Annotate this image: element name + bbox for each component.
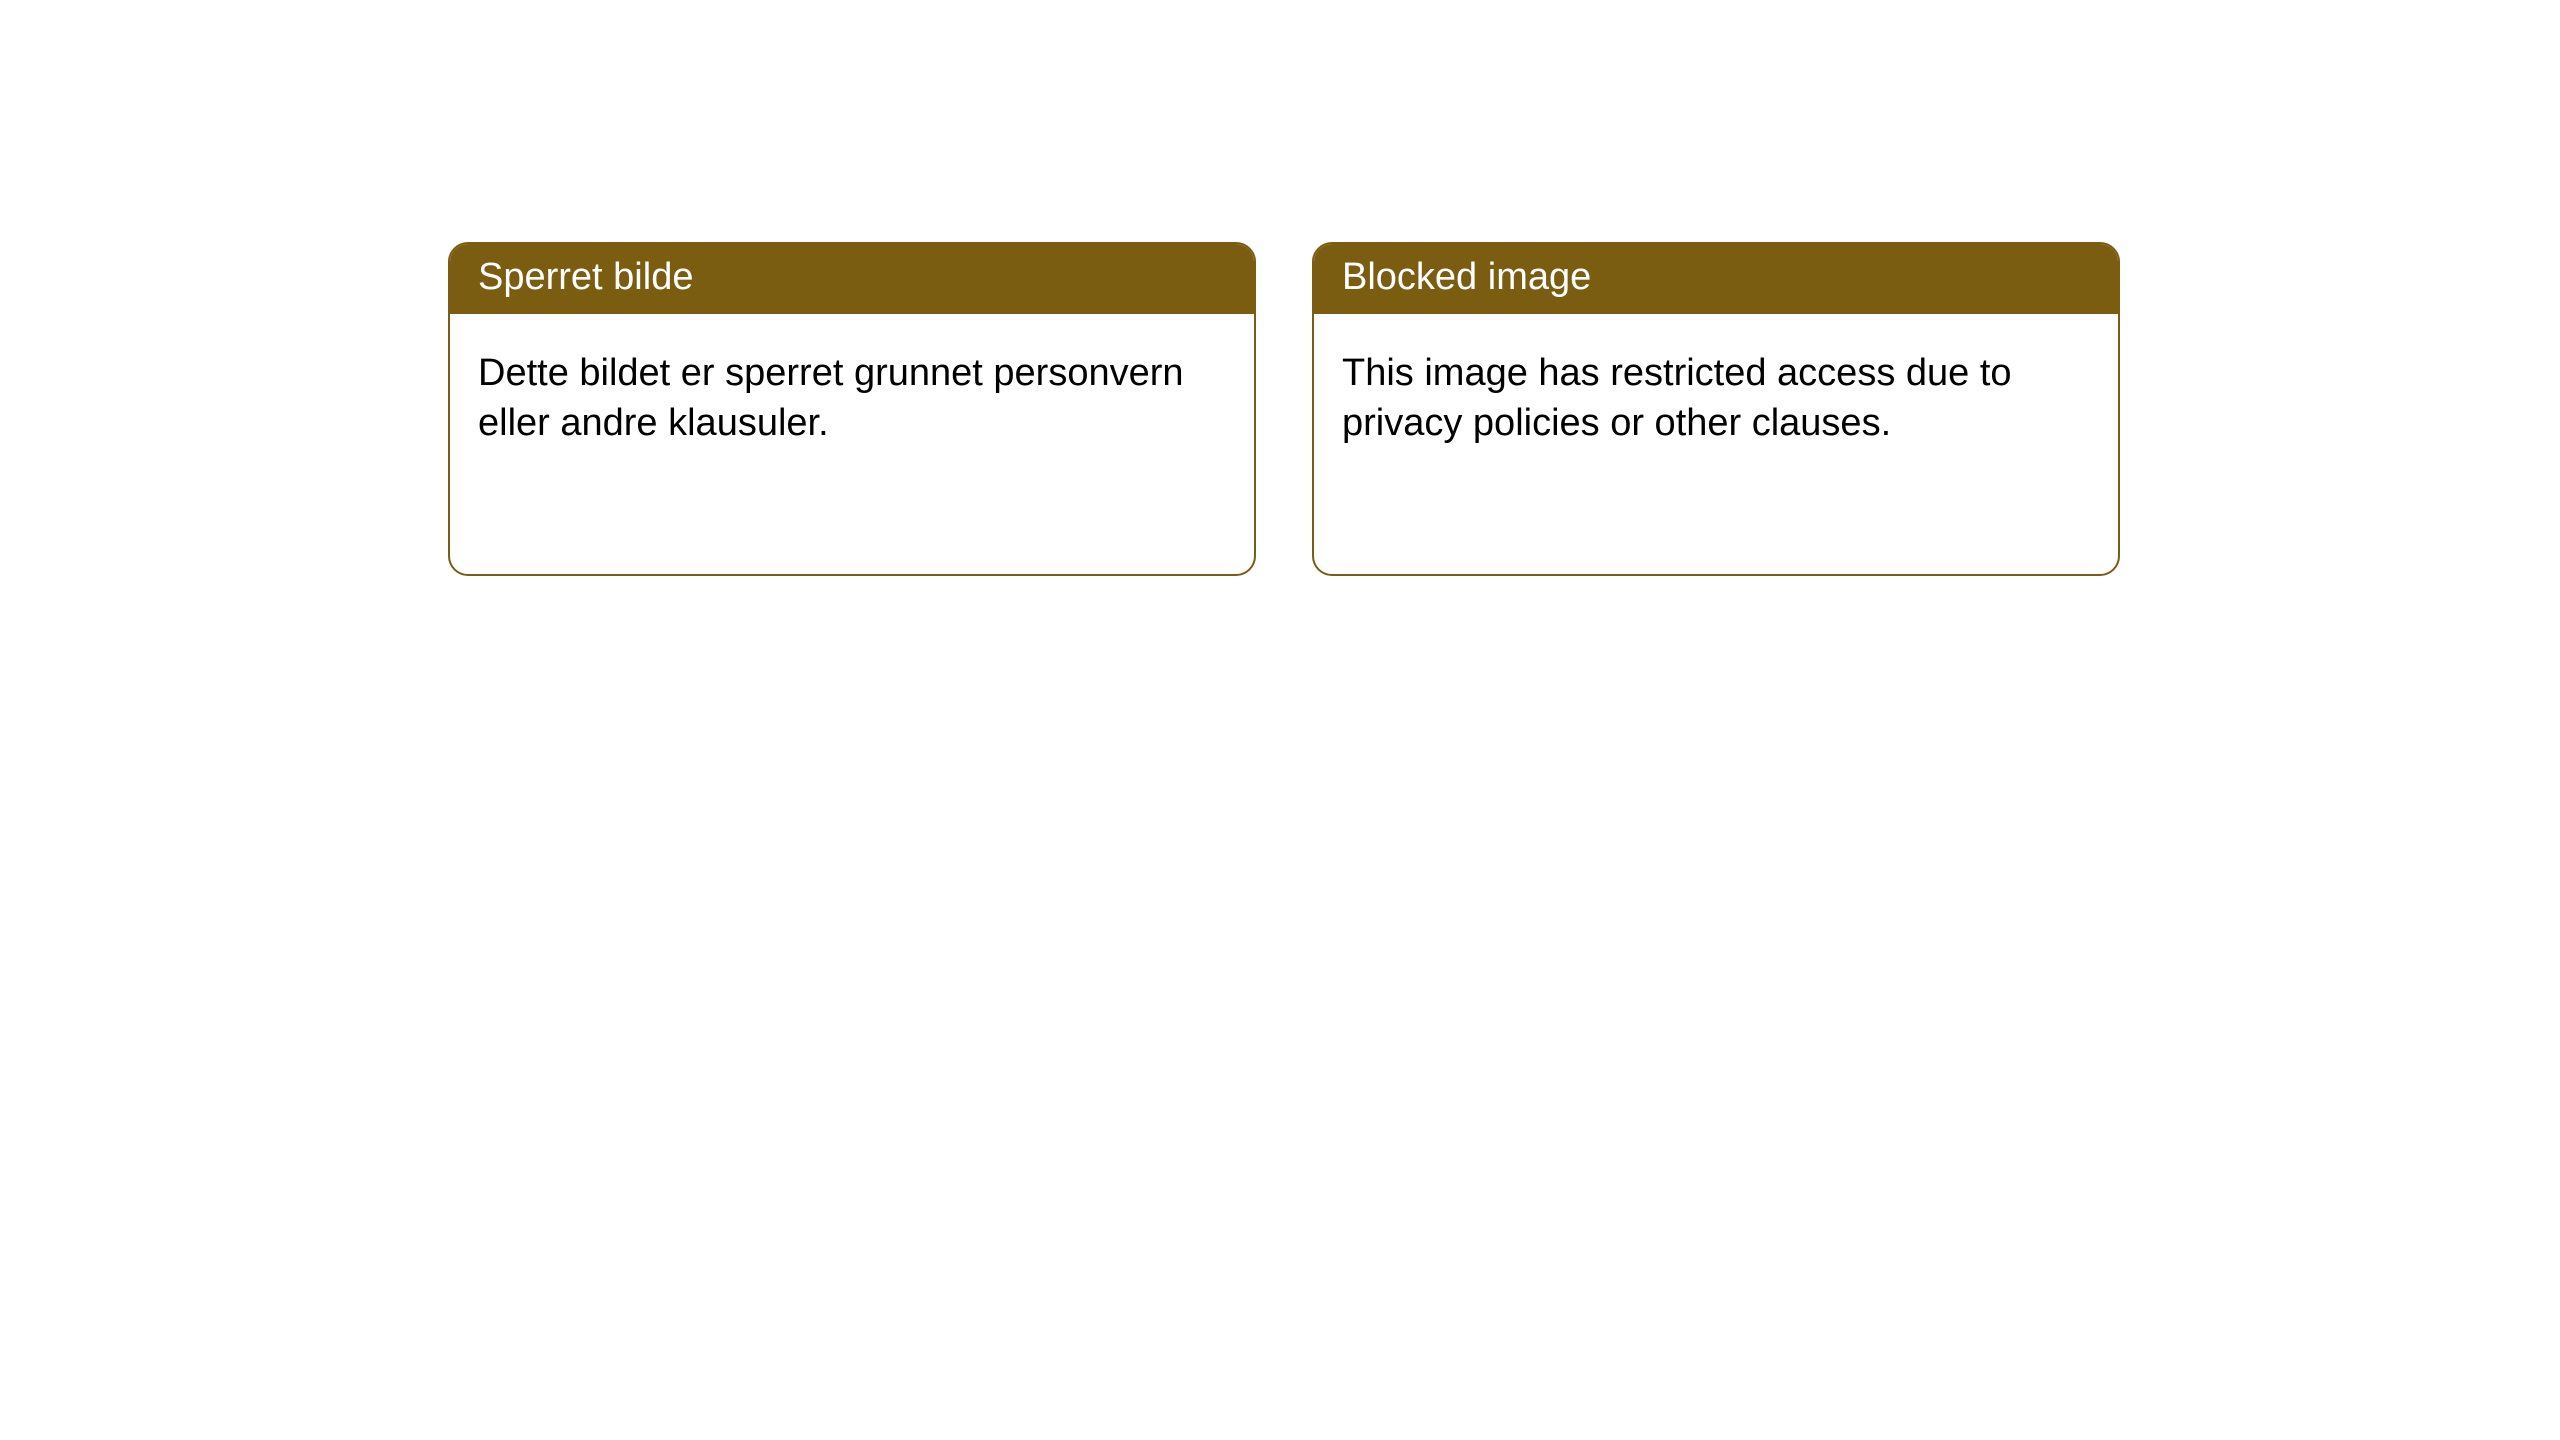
- notice-card-title-en: Blocked image: [1314, 244, 2118, 312]
- notice-card-no: Sperret bilde Dette bildet er sperret gr…: [448, 242, 1256, 576]
- notice-card-en: Blocked image This image has restricted …: [1312, 242, 2120, 576]
- notice-container: Sperret bilde Dette bildet er sperret gr…: [0, 0, 2560, 576]
- notice-card-body-en: This image has restricted access due to …: [1314, 312, 2118, 575]
- notice-card-title-no: Sperret bilde: [450, 244, 1254, 312]
- notice-card-body-no: Dette bildet er sperret grunnet personve…: [450, 312, 1254, 575]
